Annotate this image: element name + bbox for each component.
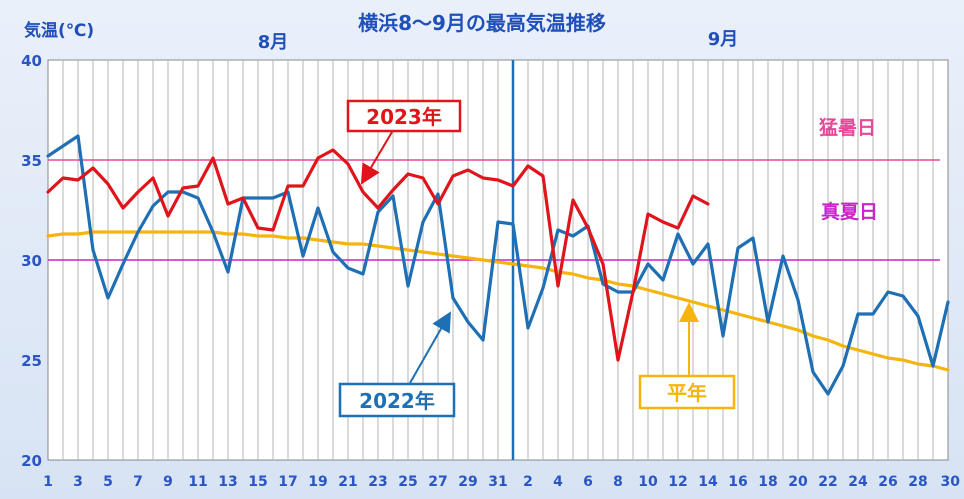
x-tick-label: 22 bbox=[818, 474, 837, 490]
legend-2023-arrow bbox=[360, 131, 393, 185]
x-tick-label: 16 bbox=[728, 474, 747, 490]
x-tick-label: 20 bbox=[788, 474, 808, 490]
series-lines bbox=[46, 134, 950, 396]
x-tick-label: 7 bbox=[133, 474, 143, 490]
x-tick-label: 27 bbox=[428, 474, 447, 490]
x-tick-label: 13 bbox=[218, 474, 237, 490]
legend-2022: 2022年 bbox=[338, 311, 456, 418]
label-mousho: 猛暑日 bbox=[818, 116, 876, 139]
legend-2023: 2023年 bbox=[346, 99, 462, 185]
y-tick-label: 35 bbox=[21, 152, 42, 170]
legend-2022-text: 2022年 bbox=[359, 389, 435, 413]
x-tick-label: 29 bbox=[458, 474, 477, 490]
month-label-aug: 8月 bbox=[258, 32, 289, 53]
series-line bbox=[46, 230, 950, 372]
x-tick-label: 31 bbox=[488, 474, 507, 490]
x-tick-label: 19 bbox=[308, 474, 327, 490]
month-label-sep: 9月 bbox=[708, 29, 739, 50]
x-tick-label: 26 bbox=[878, 474, 897, 490]
y-tick-label: 40 bbox=[21, 52, 42, 70]
y-tick-label: 20 bbox=[21, 452, 42, 470]
x-tick-label: 24 bbox=[848, 474, 868, 490]
x-tick-label: 25 bbox=[398, 474, 417, 490]
x-tick-label: 4 bbox=[553, 474, 563, 490]
series-line bbox=[46, 148, 710, 362]
legend-2023-text: 2023年 bbox=[366, 105, 442, 129]
y-tick-labels: 40 35 30 25 20 bbox=[21, 52, 42, 470]
x-tick-label: 8 bbox=[613, 474, 623, 490]
y-axis-label: 気温(℃) bbox=[23, 20, 94, 41]
legend-normal: 平年 bbox=[638, 302, 736, 410]
x-tick-label: 28 bbox=[908, 474, 927, 490]
x-tick-label: 5 bbox=[103, 474, 113, 490]
y-tick-label: 25 bbox=[21, 352, 42, 370]
x-tick-label: 3 bbox=[73, 474, 83, 490]
x-tick-label: 6 bbox=[583, 474, 593, 490]
x-tick-label: 15 bbox=[248, 474, 267, 490]
x-tick-label: 18 bbox=[758, 474, 777, 490]
x-tick-labels: 1 3 5 7 9 11 13 15 17 19 21 23 25 27 29 31 2 4 6 8 10 12 14 16 1… bbox=[43, 474, 960, 490]
x-tick-label: 14 bbox=[698, 474, 718, 490]
legend-normal-text: 平年 bbox=[667, 381, 707, 405]
x-tick-label: 9 bbox=[163, 474, 173, 490]
legend-2022-arrow bbox=[409, 311, 451, 384]
x-tick-label: 21 bbox=[338, 474, 357, 490]
x-tick-label: 2 bbox=[523, 474, 533, 490]
label-manatsu: 真夏日 bbox=[821, 200, 878, 223]
x-tick-label: 23 bbox=[368, 474, 387, 490]
x-tick-label: 11 bbox=[188, 474, 207, 490]
series-line bbox=[46, 134, 950, 396]
x-tick-label: 1 bbox=[43, 474, 53, 490]
x-tick-label: 12 bbox=[668, 474, 687, 490]
y-tick-label: 30 bbox=[21, 252, 42, 270]
x-tick-label: 10 bbox=[638, 474, 658, 490]
x-tick-label: 17 bbox=[278, 474, 297, 490]
x-tick-label: 30 bbox=[941, 474, 961, 490]
chart-title: 横浜8～9月の最高気温推移 bbox=[358, 11, 606, 35]
